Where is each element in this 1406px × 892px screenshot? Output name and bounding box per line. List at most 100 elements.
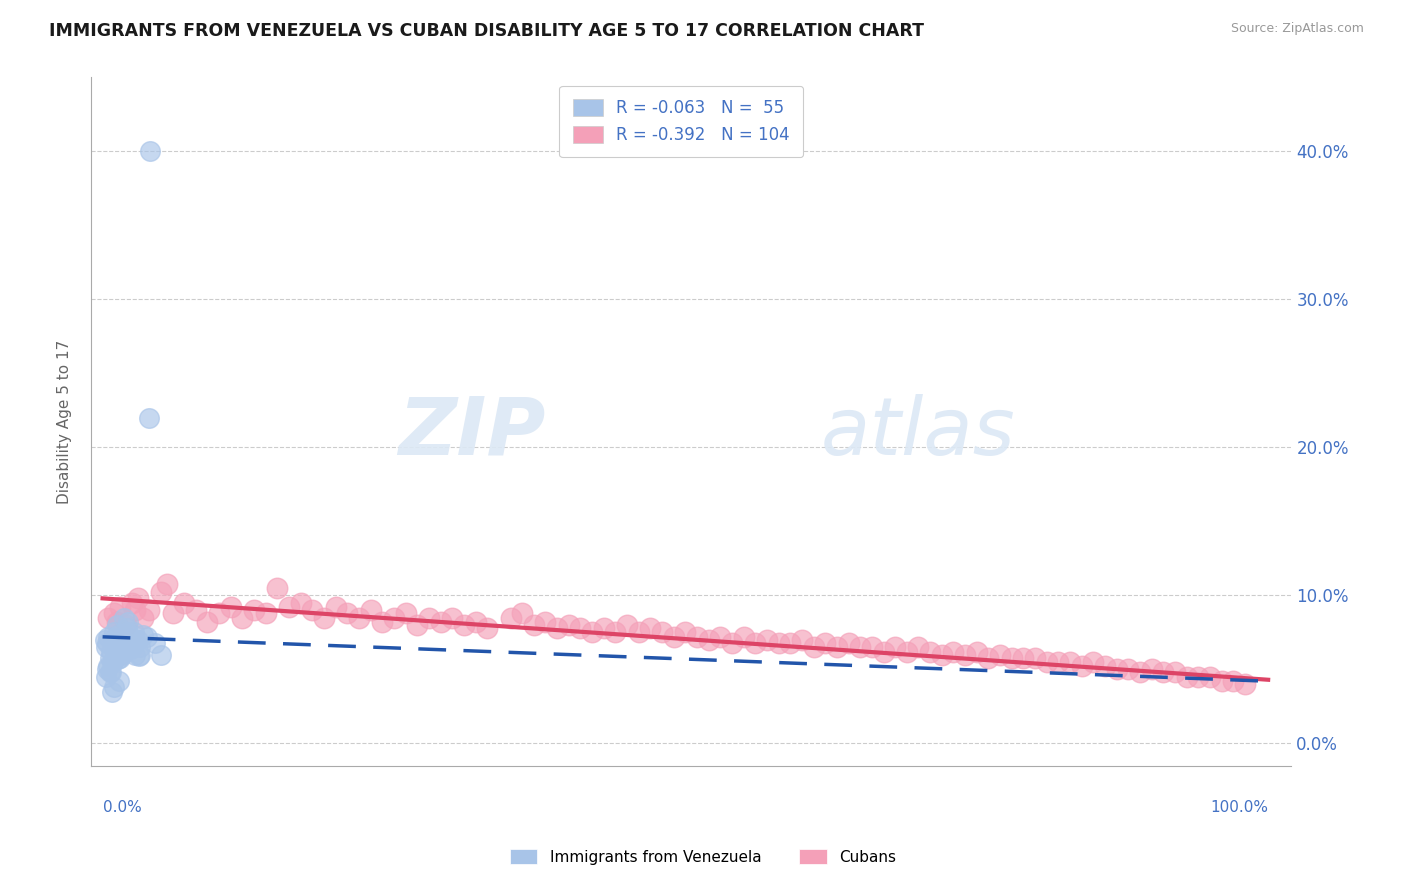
Cubans [1211,674,1233,689]
Cubans [977,650,1000,665]
Immigrants from Venezuela [101,684,124,698]
Cubans [173,596,195,610]
Cubans [1164,665,1187,680]
Immigrants from Venezuela [138,410,160,425]
Cubans [546,621,568,635]
Immigrants from Venezuela [107,652,129,666]
Immigrants from Venezuela [139,145,162,159]
Cubans [605,625,627,640]
Cubans [464,615,486,629]
Immigrants from Venezuela [114,643,136,657]
Immigrants from Venezuela [96,662,118,676]
Cubans [510,606,533,620]
Cubans [931,648,953,662]
Cubans [640,621,662,635]
Cubans [1175,670,1198,684]
Cubans [1024,650,1046,665]
Cubans [673,625,696,640]
Text: 100.0%: 100.0% [1211,799,1268,814]
Cubans [1187,670,1209,684]
Immigrants from Venezuela [143,636,166,650]
Cubans [790,632,813,647]
Cubans [127,591,149,606]
Cubans [266,581,288,595]
Immigrants from Venezuela [107,628,129,642]
Cubans [301,603,323,617]
Cubans [208,606,231,620]
Immigrants from Venezuela [97,630,120,644]
Immigrants from Venezuela [111,636,134,650]
Immigrants from Venezuela [128,640,150,655]
Cubans [744,636,766,650]
Cubans [382,610,405,624]
Cubans [243,603,266,617]
Cubans [312,610,335,624]
Cubans [371,615,394,629]
Immigrants from Venezuela [100,665,122,680]
Cubans [347,610,370,624]
Cubans [709,630,731,644]
Cubans [197,615,219,629]
Immigrants from Venezuela [135,630,157,644]
Text: atlas: atlas [821,393,1017,472]
Cubans [418,610,440,624]
Cubans [1059,655,1081,669]
Cubans [124,603,146,617]
Cubans [814,636,837,650]
Immigrants from Venezuela [121,632,143,647]
Immigrants from Venezuela [108,640,131,655]
Cubans [616,618,638,632]
Cubans [336,606,359,620]
Immigrants from Venezuela [122,634,145,648]
Cubans [219,600,242,615]
Text: IMMIGRANTS FROM VENEZUELA VS CUBAN DISABILITY AGE 5 TO 17 CORRELATION CHART: IMMIGRANTS FROM VENEZUELA VS CUBAN DISAB… [49,22,924,40]
Cubans [569,621,592,635]
Cubans [499,610,522,624]
Text: 0.0%: 0.0% [103,799,142,814]
Y-axis label: Disability Age 5 to 17: Disability Age 5 to 17 [58,339,72,504]
Cubans [278,600,301,615]
Cubans [1222,674,1244,689]
Cubans [441,610,464,624]
Cubans [121,596,143,610]
Cubans [184,603,207,617]
Immigrants from Venezuela [97,659,120,673]
Immigrants from Venezuela [114,632,136,647]
Immigrants from Venezuela [104,632,127,646]
Cubans [662,630,685,644]
Immigrants from Venezuela [118,637,141,651]
Cubans [907,640,929,655]
Cubans [534,615,557,629]
Cubans [884,640,907,655]
Immigrants from Venezuela [100,645,122,659]
Immigrants from Venezuela [108,650,131,665]
Immigrants from Venezuela [108,648,131,662]
Immigrants from Venezuela [112,610,135,624]
Immigrants from Venezuela [121,640,143,655]
Cubans [733,630,755,644]
Cubans [429,615,451,629]
Cubans [686,630,709,644]
Cubans [156,576,179,591]
Cubans [651,625,673,640]
Cubans [290,596,312,610]
Cubans [942,645,965,659]
Immigrants from Venezuela [101,634,124,648]
Immigrants from Venezuela [94,640,117,655]
Immigrants from Venezuela [115,630,138,644]
Cubans [523,618,546,632]
Immigrants from Venezuela [103,680,125,694]
Cubans [849,640,872,655]
Cubans [1116,662,1139,676]
Cubans [953,648,976,662]
Immigrants from Venezuela [103,625,125,640]
Cubans [360,603,382,617]
Immigrants from Venezuela [115,625,138,640]
Immigrants from Venezuela [124,648,146,662]
Text: ZIP: ZIP [398,393,546,472]
Cubans [1233,677,1256,691]
Immigrants from Venezuela [94,632,117,647]
Cubans [1105,662,1128,676]
Immigrants from Venezuela [128,649,150,664]
Immigrants from Venezuela [128,648,150,662]
